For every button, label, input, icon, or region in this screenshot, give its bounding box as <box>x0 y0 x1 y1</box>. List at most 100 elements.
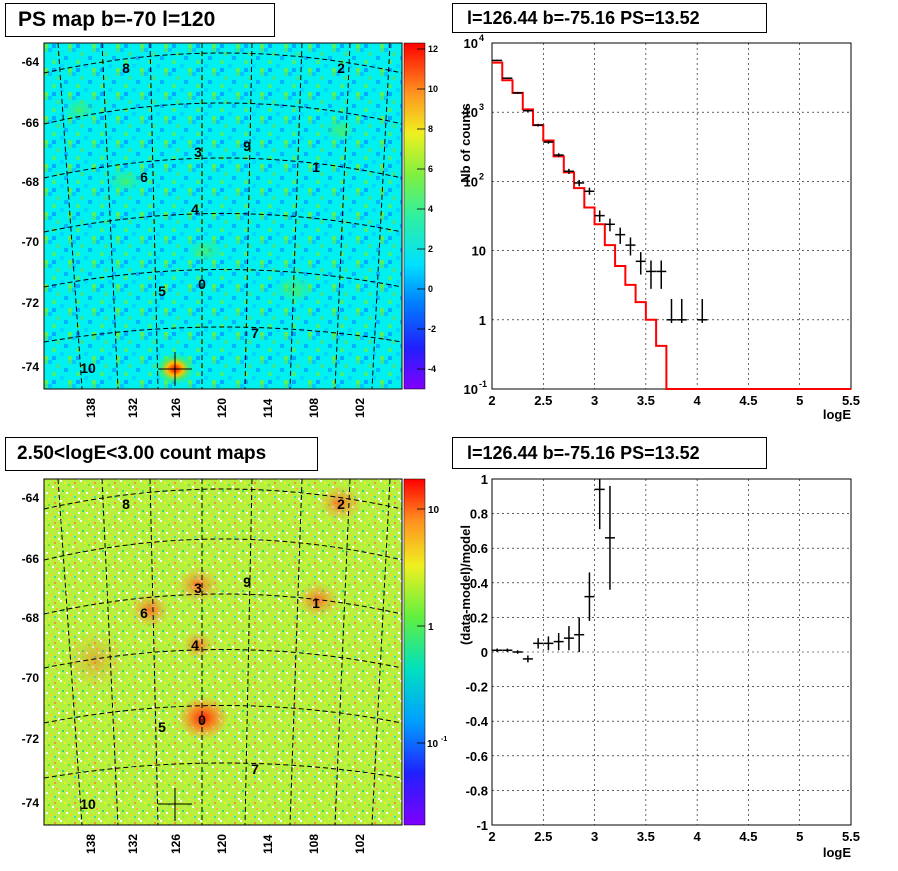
residuals-y-tick: -0.4 <box>466 714 489 729</box>
cm-lon-tick: 138 <box>84 834 98 854</box>
spectrum-data-point <box>553 153 564 158</box>
residuals-y-tick: 1 <box>481 472 488 487</box>
ps-source-label: 5 <box>158 283 166 299</box>
residuals-data-point <box>594 479 605 530</box>
spectrum-y-tick: 10 <box>464 36 478 51</box>
spectrum-data-point <box>574 179 585 187</box>
cm-colorbar-tick: 10 <box>428 505 440 516</box>
spectrum-x-tick: 4.5 <box>739 393 757 408</box>
cm-source-label: 6 <box>140 605 148 621</box>
residuals-x-tick: 3 <box>591 829 598 844</box>
spectrum-data-point <box>697 298 708 323</box>
spectrum-data-point <box>656 260 667 289</box>
ps-source-label: 7 <box>251 325 259 341</box>
cm-lat-tick: -72 <box>22 732 40 746</box>
ps-colorbar-tick: -4 <box>428 364 436 374</box>
ps-lat-tick: -74 <box>22 360 40 374</box>
ps-lat-tick: -66 <box>22 116 40 130</box>
ps-colorbar-tick: 2 <box>428 244 433 254</box>
residuals-data-point <box>502 648 513 652</box>
residuals-x-tick: 2 <box>488 829 495 844</box>
ps-colorbar-tick: 6 <box>428 164 433 174</box>
spectrum-x-tick: 4 <box>694 393 702 408</box>
ps-source-label: 4 <box>191 201 199 217</box>
cm-colorbar-tick: 1 <box>428 622 434 633</box>
residuals-title: l=126.44 b=-75.16 PS=13.52 <box>452 437 767 469</box>
ps-lon-tick: 126 <box>169 398 183 418</box>
ps-colorbar-tick: 0 <box>428 284 433 294</box>
spectrum-x-tick: 2 <box>488 393 495 408</box>
spectrum-y-axis-label: Nb of counts <box>458 103 473 182</box>
residuals-data-point <box>553 632 564 651</box>
residuals-data-point <box>584 572 595 621</box>
ps-map-colorbar <box>403 42 426 390</box>
cm-source-label: 9 <box>243 574 251 590</box>
spectrum-data-point <box>676 298 687 323</box>
cm-lat-tick: -68 <box>22 611 40 625</box>
spectrum-data-point <box>635 252 646 275</box>
spectrum-x-tick: 3 <box>591 393 598 408</box>
ps-lon-tick: 138 <box>84 398 98 418</box>
cm-lon-tick: 126 <box>169 834 183 854</box>
ps-lon-tick: 132 <box>126 398 140 418</box>
ps-map-heatmap <box>44 43 402 389</box>
ps-lat-tick: -68 <box>22 175 40 189</box>
spectrum-y-tick: 10 <box>472 244 486 259</box>
ps-source-label: 1 <box>312 159 320 175</box>
cm-colorbar-tick-exponent: -1 <box>441 736 447 743</box>
spectrum-data-point <box>502 77 513 79</box>
ps-colorbar-tick: 4 <box>428 204 433 214</box>
residuals-data-point <box>533 638 544 649</box>
ps-source-label: 0 <box>198 276 206 292</box>
ps-lon-tick: 108 <box>307 398 321 418</box>
ps-source-label: 9 <box>243 138 251 154</box>
spectrum-title: l=126.44 b=-75.16 PS=13.52 <box>452 3 767 33</box>
ps-lon-tick: 114 <box>261 398 275 418</box>
spectrum-model-line <box>492 61 851 390</box>
cm-lat-tick: -64 <box>22 491 40 505</box>
residuals-y-tick: 0.6 <box>470 541 488 556</box>
spectrum-data-point <box>543 140 554 144</box>
cm-source-label: 5 <box>158 719 166 735</box>
residuals-y-tick: 0 <box>481 645 488 660</box>
residuals-data-point <box>492 648 503 652</box>
ps-colorbar-tick: 10 <box>428 84 438 94</box>
spectrum-data-point <box>512 91 523 94</box>
spectrum-x-tick: 2.5 <box>534 393 552 408</box>
spectrum-x-axis-label: logE <box>823 407 851 422</box>
count-map-panel: -64-66-68-70-72-74 138 132 126 120 114 108 102… <box>22 478 447 854</box>
residuals-data-point <box>563 626 574 651</box>
cm-lon-tick: 114 <box>261 834 275 854</box>
cm-lon-tick: 120 <box>215 834 229 854</box>
residuals-data-point <box>574 617 585 652</box>
spectrum-y-tick: 1 <box>479 313 486 328</box>
ps-lat-tick: -70 <box>22 235 40 249</box>
spectrum-data-point <box>492 59 503 62</box>
ps-lon-tick: 120 <box>215 398 229 418</box>
spectrum-y-tick-exponent: 2 <box>479 171 484 181</box>
spectrum-data-point <box>563 168 574 174</box>
cm-lon-tick: 132 <box>126 834 140 854</box>
spectrum-data-point <box>666 298 677 323</box>
spectrum-data-point <box>584 187 595 195</box>
ps-source-label: 8 <box>122 60 130 76</box>
ps-source-label: 6 <box>140 169 148 185</box>
residuals-y-tick: 0.2 <box>470 610 488 625</box>
residuals-data-point <box>522 655 533 663</box>
cm-source-label: 10 <box>80 796 96 812</box>
residuals-y-tick: -0.6 <box>466 749 488 764</box>
ps-source-label: 2 <box>337 60 345 76</box>
residuals-x-axis-label: logE <box>823 845 851 860</box>
residuals-x-tick: 3.5 <box>637 829 655 844</box>
spectrum-y-tick-exponent: -1 <box>479 379 487 389</box>
cm-source-label: 0 <box>198 712 206 728</box>
spectrum-data-point <box>533 123 544 127</box>
residuals-y-tick: -1 <box>476 818 488 833</box>
cm-source-label: 4 <box>191 637 199 653</box>
cm-lat-tick: -74 <box>22 796 40 810</box>
ps-lon-tick: 102 <box>353 398 367 418</box>
spectrum-y-tick: 10 <box>464 174 478 189</box>
spectrum-data-point <box>594 210 605 222</box>
cm-lon-tick: 108 <box>307 834 321 854</box>
